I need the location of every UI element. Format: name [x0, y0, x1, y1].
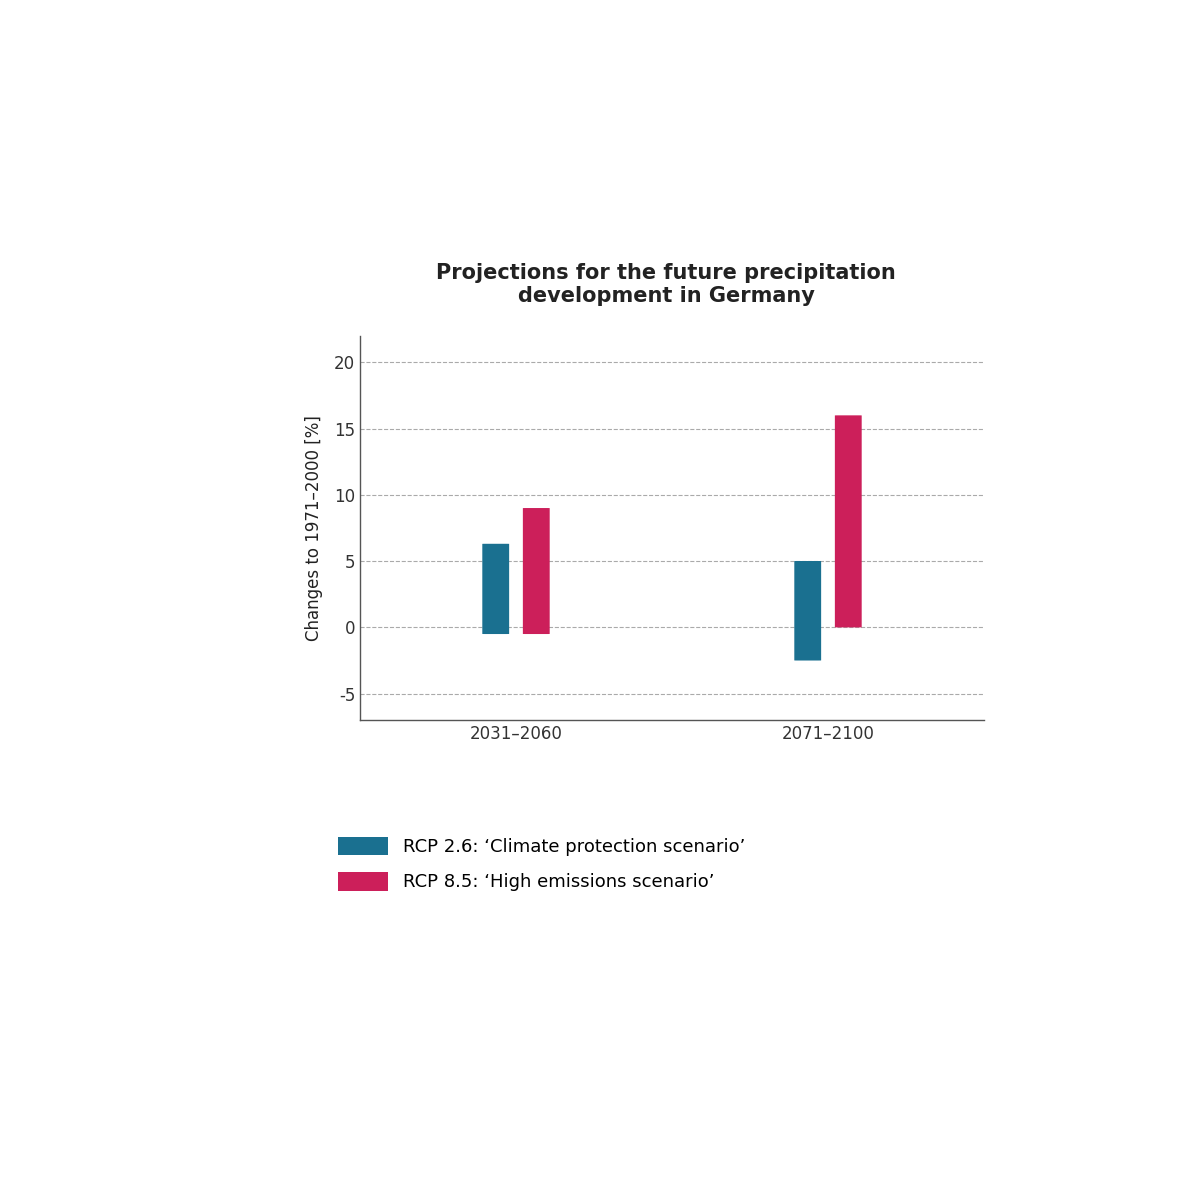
- Y-axis label: Changes to 1971–2000 [%]: Changes to 1971–2000 [%]: [305, 415, 323, 641]
- FancyBboxPatch shape: [482, 544, 509, 634]
- FancyBboxPatch shape: [794, 560, 821, 660]
- FancyBboxPatch shape: [835, 415, 862, 628]
- FancyBboxPatch shape: [523, 508, 550, 634]
- Legend: RCP 2.6: ‘Climate protection scenario’, RCP 8.5: ‘High emissions scenario’: RCP 2.6: ‘Climate protection scenario’, …: [338, 836, 745, 892]
- Text: Projections for the future precipitation
development in Germany: Projections for the future precipitation…: [436, 263, 896, 306]
- Text: DWD: DWD: [901, 778, 929, 787]
